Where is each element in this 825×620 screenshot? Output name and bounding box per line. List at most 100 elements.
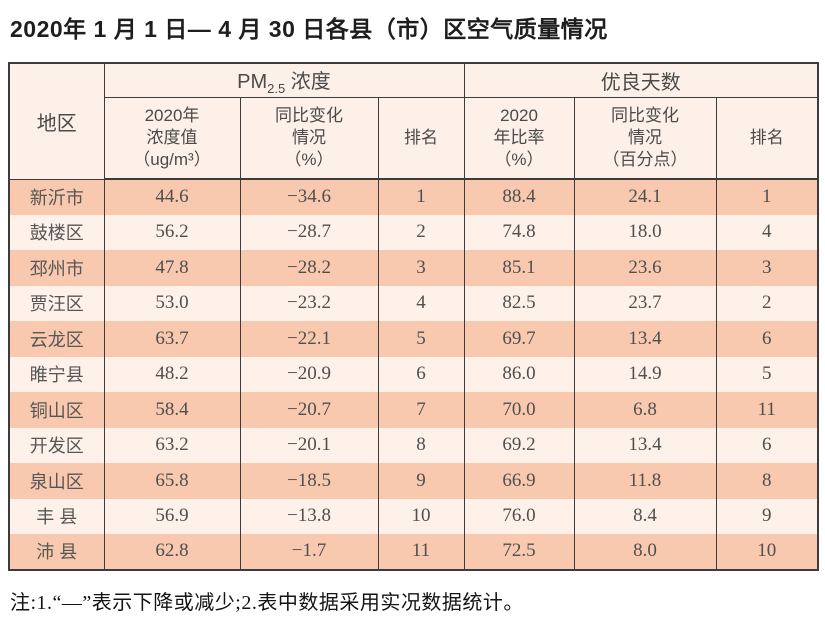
region-cell: 泉山区 [29, 471, 84, 492]
pm-change-cell: −23.2 [239, 285, 378, 321]
pm-value-cell: 56.2 [103, 214, 240, 250]
good-rank-cell: 6 [715, 321, 819, 357]
header-line: 排名 [749, 127, 784, 147]
table-row: 新沂市 44.6 −34.6 1 88.4 24.1 1 [9, 179, 819, 215]
region-cell: 丰 县 [36, 507, 78, 528]
good-rate-cell: 88.4 [463, 179, 574, 215]
pm-rank-cell: 11 [377, 534, 464, 570]
header-line: 排名 [404, 127, 438, 147]
header-line: （%） [284, 149, 334, 169]
pm-rank-cell: 10 [377, 498, 464, 534]
header-line: 情况 [292, 127, 326, 147]
region-cell: 贾汪区 [29, 294, 84, 315]
region-cell: 邳州市 [29, 258, 84, 279]
good-rank-cell: 1 [715, 179, 819, 215]
table-row: 开发区 63.2 −20.1 8 69.2 13.4 6 [9, 427, 819, 463]
footnote: 注:1.“—”表示下降或减少;2.表中数据采用实况数据统计。 [10, 592, 524, 614]
pm-value-cell: 56.9 [103, 498, 240, 534]
pm-rank-cell: 8 [377, 427, 464, 463]
good-rank-cell: 2 [715, 285, 819, 321]
good-rank-cell: 8 [715, 463, 819, 499]
good-rate-cell: 72.5 [463, 534, 574, 570]
pm-change-cell: −20.9 [239, 356, 378, 392]
table-row: 铜山区 58.4 −20.7 7 70.0 6.8 11 [9, 392, 819, 428]
good-change-cell: 14.9 [573, 356, 716, 392]
header-pm-rank: 排名 [377, 97, 464, 180]
pm-change-cell: −20.7 [239, 392, 378, 428]
good-rate-cell: 74.8 [463, 214, 574, 250]
good-change-cell: 13.4 [573, 321, 716, 357]
table-row: 鼓楼区 56.2 −28.7 2 74.8 18.0 4 [9, 214, 819, 250]
header-line: 浓度值 [146, 127, 198, 147]
good-change-cell: 6.8 [573, 392, 716, 428]
pm-rank-cell: 5 [377, 321, 464, 357]
good-rate-cell: 82.5 [463, 285, 574, 321]
pm25-prefix: PM [237, 70, 268, 93]
table-row: 云龙区 63.7 −22.1 5 69.7 13.4 6 [9, 321, 819, 357]
pm25-suffix: 浓度 [285, 70, 331, 93]
region-cell: 开发区 [29, 436, 84, 457]
good-rank-cell: 10 [715, 534, 819, 570]
pm-value-cell: 53.0 [103, 285, 240, 321]
pm-value-cell: 65.8 [103, 463, 240, 499]
pm-rank-cell: 3 [377, 250, 464, 286]
pm-value-cell: 48.2 [103, 356, 240, 392]
header-group-good-days: 优良天数 [463, 63, 819, 98]
pm25-subscript: 2.5 [267, 80, 286, 96]
good-change-cell: 8.0 [573, 534, 716, 570]
pm-change-cell: −34.6 [239, 179, 378, 215]
table-row: 贾汪区 53.0 −23.2 4 82.5 23.7 2 [9, 285, 819, 321]
pm-value-cell: 63.7 [103, 321, 240, 357]
region-cell: 沛 县 [36, 542, 78, 563]
header-good-rank: 排名 [715, 97, 819, 180]
pm-change-cell: −1.7 [239, 534, 378, 570]
table-row: 沛 县 62.8 −1.7 11 72.5 8.0 10 [9, 534, 819, 570]
good-change-cell: 13.4 [573, 427, 716, 463]
header-pm-change: 同比变化 情况 （%） [239, 97, 378, 180]
good-rate-cell: 85.1 [463, 250, 574, 286]
pm-value-cell: 62.8 [103, 534, 240, 570]
good-rank-cell: 6 [715, 427, 819, 463]
pm-value-cell: 58.4 [103, 392, 240, 428]
air-quality-table: 地区 PM2.5 浓度 优良天数 2020年 浓度值 （ug/m³） 同比变化 … [8, 62, 820, 571]
header-region: 地区 [9, 63, 104, 180]
pm-rank-cell: 7 [377, 392, 464, 428]
header-good-change: 同比变化 情况 （百分点） [573, 97, 716, 180]
header-line: 2020年 [144, 106, 200, 126]
pm-rank-cell: 1 [377, 179, 464, 215]
table-row: 泉山区 65.8 −18.5 9 66.9 11.8 8 [9, 463, 819, 499]
region-cell: 云龙区 [29, 329, 84, 350]
good-rank-cell: 9 [715, 498, 819, 534]
pm-change-cell: −20.1 [239, 427, 378, 463]
pm-rank-cell: 2 [377, 214, 464, 250]
pm-change-cell: −22.1 [239, 321, 378, 357]
good-rank-cell: 4 [715, 214, 819, 250]
good-rate-cell: 76.0 [463, 498, 574, 534]
good-change-cell: 8.4 [573, 498, 716, 534]
page-title: 2020年 1 月 1 日— 4 月 30 日各县（市）区空气质量情况 [10, 16, 608, 42]
header-group-pm25: PM2.5 浓度 [103, 63, 464, 98]
pm-rank-cell: 9 [377, 463, 464, 499]
pm-change-cell: −18.5 [239, 463, 378, 499]
good-change-cell: 23.6 [573, 250, 716, 286]
good-rate-cell: 66.9 [463, 463, 574, 499]
header-line: 情况 [628, 127, 662, 147]
header-line: （%） [494, 149, 544, 169]
pm-rank-cell: 4 [377, 285, 464, 321]
pm-change-cell: −28.7 [239, 214, 378, 250]
pm-change-cell: −13.8 [239, 498, 378, 534]
pm-rank-cell: 6 [377, 356, 464, 392]
header-line: （百分点） [602, 149, 688, 169]
good-rate-cell: 69.2 [463, 427, 574, 463]
header-line: 2020 [500, 106, 538, 126]
header-sub-row: 2020年 浓度值 （ug/m³） 同比变化 情况 （%） 排名 2020 年比… [9, 97, 819, 180]
header-line: 同比变化 [275, 106, 343, 126]
header-line: 年比率 [493, 127, 545, 147]
table-body: 新沂市 44.6 −34.6 1 88.4 24.1 1 鼓楼区 56.2 −28.7 2 74.8 1… [9, 179, 819, 570]
region-cell: 新沂市 [29, 188, 84, 208]
table-header: 地区 PM2.5 浓度 优良天数 2020年 浓度值 （ug/m³） 同比变化 … [9, 63, 819, 180]
region-cell: 鼓楼区 [29, 223, 84, 244]
region-cell: 铜山区 [29, 400, 84, 421]
header-line: 同比变化 [611, 106, 679, 126]
